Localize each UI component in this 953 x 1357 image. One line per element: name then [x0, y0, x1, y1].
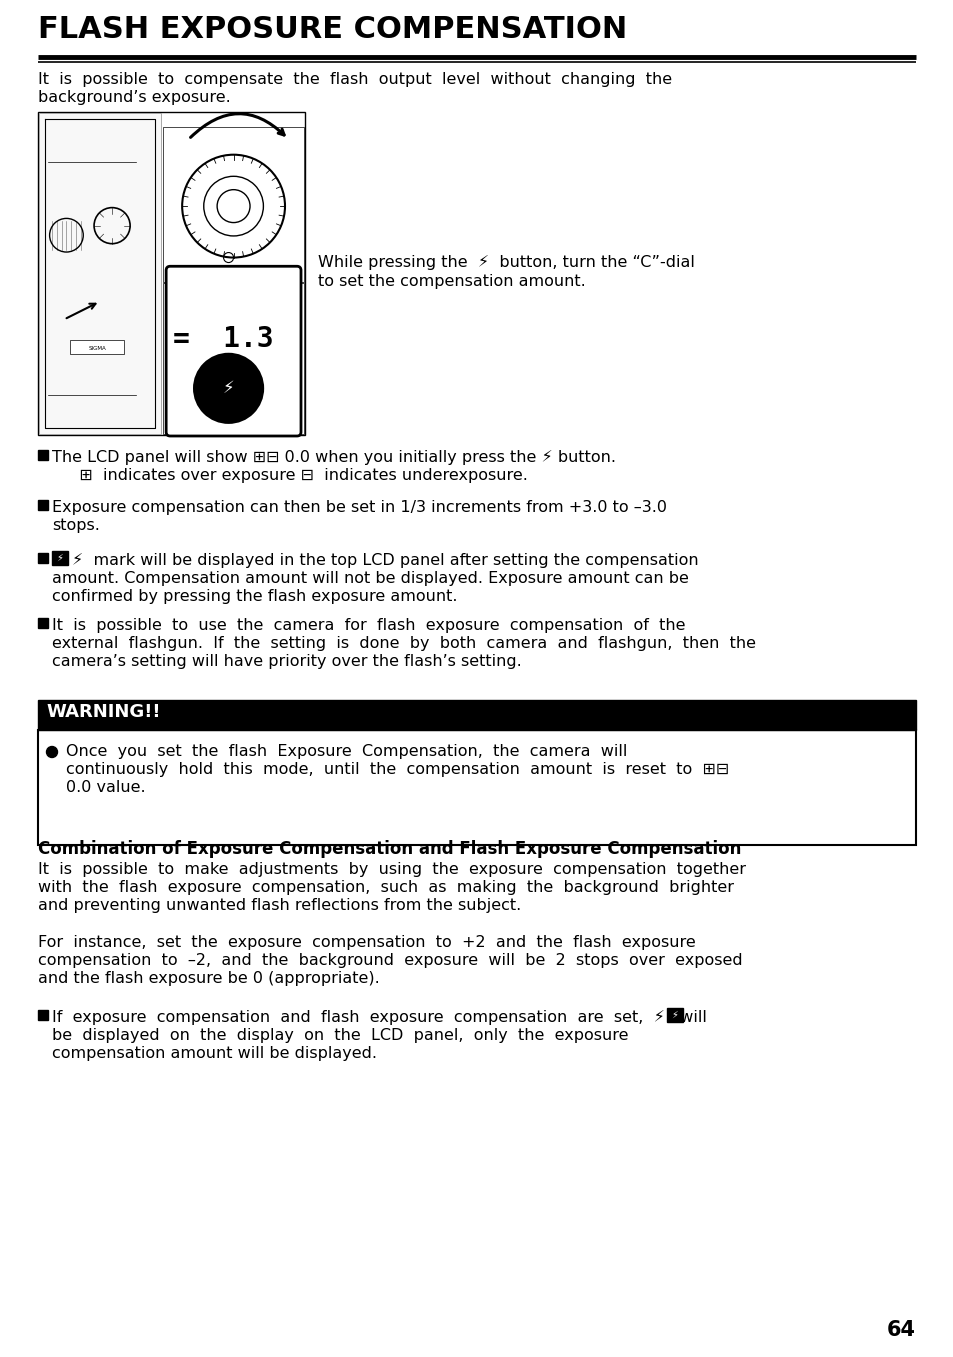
Text: continuously  hold  this  mode,  until  the  compensation  amount  is  reset  to: continuously hold this mode, until the c…	[66, 763, 728, 778]
Text: ⚡: ⚡	[223, 380, 234, 398]
Text: SIGMA: SIGMA	[89, 346, 107, 351]
Bar	[38, 617, 48, 628]
Bar	[163, 128, 304, 282]
Text: with  the  flash  exposure  compensation,  such  as  making  the  background  br: with the flash exposure compensation, su…	[38, 879, 733, 896]
Bar	[39, 113, 161, 434]
Bar	[52, 551, 68, 565]
Text: ⚡: ⚡	[56, 554, 63, 563]
Text: 64: 64	[886, 1320, 915, 1339]
Text: It  is  possible  to  use  the  camera  for  flash  exposure  compensation  of  : It is possible to use the camera for fla…	[52, 617, 685, 632]
Text: It  is  possible  to  compensate  the  flash  output  level  without  changing  : It is possible to compensate the flash o…	[38, 72, 672, 87]
Bar	[38, 113, 305, 436]
Text: and preventing unwanted flash reflections from the subject.: and preventing unwanted flash reflection…	[38, 898, 520, 913]
Bar	[38, 1010, 48, 1020]
Text: Exposure compensation can then be set in 1/3 increments from +3.0 to –3.0: Exposure compensation can then be set in…	[52, 499, 666, 516]
Bar	[70, 341, 124, 354]
Text: FLASH EXPOSURE COMPENSATION: FLASH EXPOSURE COMPENSATION	[38, 15, 626, 43]
Circle shape	[193, 353, 264, 423]
Text: external  flashgun.  If  the  setting  is  done  by  both  camera  and  flashgun: external flashgun. If the setting is don…	[52, 636, 755, 651]
Bar	[38, 730, 915, 845]
Text: 0.0 value.: 0.0 value.	[66, 780, 146, 795]
Text: ⊞  indicates over exposure ⊟  indicates underexposure.: ⊞ indicates over exposure ⊟ indicates un…	[64, 468, 527, 483]
Bar	[38, 554, 48, 563]
Text: camera’s setting will have priority over the flash’s setting.: camera’s setting will have priority over…	[52, 654, 521, 669]
Bar	[38, 499, 48, 510]
Text: compensation  to  –2,  and  the  background  exposure  will  be  2  stops  over : compensation to –2, and the background e…	[38, 953, 741, 968]
Bar	[666, 1008, 682, 1022]
Text: If  exposure  compensation  and  flash  exposure  compensation  are  set,  ⚡   w: If exposure compensation and flash expos…	[52, 1010, 706, 1025]
Text: =  1.3: = 1.3	[173, 326, 274, 353]
Bar	[38, 451, 48, 460]
Text: While pressing the  ⚡  button, turn the “C”-dial: While pressing the ⚡ button, turn the “C…	[317, 255, 694, 270]
Text: ⚡  mark will be displayed in the top LCD panel after setting the compensation: ⚡ mark will be displayed in the top LCD …	[71, 554, 698, 569]
Text: confirmed by pressing the flash exposure amount.: confirmed by pressing the flash exposure…	[52, 589, 457, 604]
Bar	[163, 284, 304, 434]
Text: WARNING!!: WARNING!!	[46, 703, 160, 721]
Text: and the flash exposure be 0 (appropriate).: and the flash exposure be 0 (appropriate…	[38, 972, 379, 987]
Bar	[38, 700, 915, 730]
FancyBboxPatch shape	[166, 266, 301, 436]
Text: compensation amount will be displayed.: compensation amount will be displayed.	[52, 1046, 376, 1061]
Text: background’s exposure.: background’s exposure.	[38, 90, 231, 104]
Text: For  instance,  set  the  exposure  compensation  to  +2  and  the  flash  expos: For instance, set the exposure compensat…	[38, 935, 695, 950]
Text: Combination of Exposure Compensation and Flash Exposure Compensation: Combination of Exposure Compensation and…	[38, 840, 740, 858]
Text: The LCD panel will show ⊞⊟ 0.0 when you initially press the ⚡ button.: The LCD panel will show ⊞⊟ 0.0 when you …	[52, 451, 616, 465]
Text: stops.: stops.	[52, 518, 100, 533]
Text: to set the compensation amount.: to set the compensation amount.	[317, 274, 585, 289]
Text: Once  you  set  the  flash  Exposure  Compensation,  the  camera  will: Once you set the flash Exposure Compensa…	[66, 744, 627, 759]
Text: It  is  possible  to  make  adjustments  by  using  the  exposure  compensation : It is possible to make adjustments by us…	[38, 862, 745, 877]
Text: ⚡: ⚡	[671, 1010, 678, 1020]
Text: be  displayed  on  the  display  on  the  LCD  panel,  only  the  exposure: be displayed on the display on the LCD p…	[52, 1029, 628, 1044]
Circle shape	[47, 746, 57, 757]
Text: amount. Compensation amount will not be displayed. Exposure amount can be: amount. Compensation amount will not be …	[52, 571, 688, 586]
